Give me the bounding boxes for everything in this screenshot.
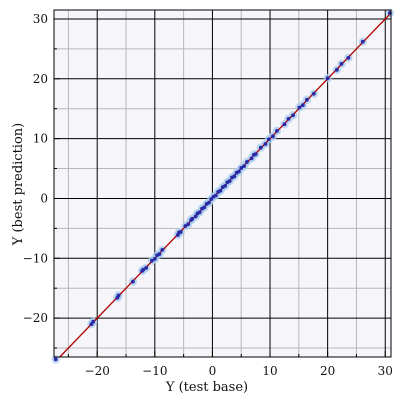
y-tick-label: −10 bbox=[23, 251, 48, 265]
x-tick-label: 0 bbox=[209, 364, 217, 378]
data-point bbox=[325, 76, 330, 81]
data-point bbox=[291, 113, 295, 118]
data-point bbox=[232, 174, 237, 179]
data-point bbox=[218, 188, 223, 193]
data-point bbox=[297, 105, 302, 110]
data-point bbox=[304, 97, 309, 102]
minor-grid-layer bbox=[54, 10, 391, 357]
data-points-layer bbox=[53, 11, 392, 362]
data-point bbox=[242, 164, 247, 169]
data-point bbox=[213, 193, 218, 198]
tick-labels-layer: −20 −10 0 10 20 30 −20 −10 0 10 20 30 bbox=[23, 12, 393, 378]
x-tick-label: −10 bbox=[142, 364, 167, 378]
data-point bbox=[334, 67, 339, 72]
data-point bbox=[311, 91, 316, 96]
data-point bbox=[286, 116, 291, 121]
x-tick-label: −20 bbox=[85, 364, 110, 378]
data-point bbox=[202, 205, 207, 210]
data-point bbox=[178, 230, 183, 234]
y-axis-label: Y (best prediction) bbox=[11, 123, 26, 246]
data-point bbox=[346, 55, 351, 60]
data-point bbox=[258, 145, 263, 150]
data-point bbox=[282, 122, 287, 127]
data-point bbox=[223, 183, 227, 188]
data-point bbox=[197, 210, 202, 215]
data-point bbox=[271, 134, 275, 139]
plot-frame bbox=[53, 9, 392, 358]
tick-marks-layer bbox=[54, 18, 386, 357]
data-point bbox=[193, 214, 198, 219]
data-point bbox=[190, 216, 195, 221]
data-point bbox=[209, 197, 214, 201]
data-point bbox=[263, 142, 268, 146]
x-tick-label: 30 bbox=[378, 364, 393, 378]
data-point bbox=[183, 224, 188, 228]
y-tick-label: 30 bbox=[33, 12, 48, 26]
data-point bbox=[144, 265, 149, 270]
data-point bbox=[186, 222, 191, 227]
data-point bbox=[339, 61, 344, 66]
data-point bbox=[275, 128, 279, 133]
data-point bbox=[207, 200, 211, 205]
data-point bbox=[152, 256, 157, 261]
data-point bbox=[131, 279, 135, 284]
y-tick-label: 20 bbox=[33, 72, 48, 86]
data-point bbox=[300, 103, 305, 108]
data-point bbox=[53, 357, 58, 362]
data-point bbox=[116, 293, 121, 298]
data-point bbox=[253, 152, 258, 157]
data-point bbox=[160, 248, 165, 252]
data-point bbox=[237, 169, 241, 174]
y-tick-label: 10 bbox=[33, 132, 48, 146]
data-point bbox=[141, 267, 146, 272]
y-tick-label: 0 bbox=[40, 191, 48, 205]
data-point bbox=[249, 156, 254, 161]
x-tick-label: 10 bbox=[262, 364, 277, 378]
data-point bbox=[239, 166, 244, 170]
x-tick-label: 20 bbox=[320, 364, 335, 378]
data-point bbox=[227, 179, 232, 184]
plot-frame-layer bbox=[53, 9, 392, 358]
data-point bbox=[91, 319, 96, 324]
data-point bbox=[266, 137, 271, 142]
data-point bbox=[150, 258, 154, 263]
y-tick-label: −20 bbox=[23, 311, 48, 325]
x-axis-label: Y (test base) bbox=[165, 380, 248, 395]
major-grid-layer bbox=[54, 10, 391, 357]
data-point bbox=[157, 252, 162, 256]
data-point bbox=[360, 39, 365, 44]
data-point bbox=[245, 160, 249, 164]
